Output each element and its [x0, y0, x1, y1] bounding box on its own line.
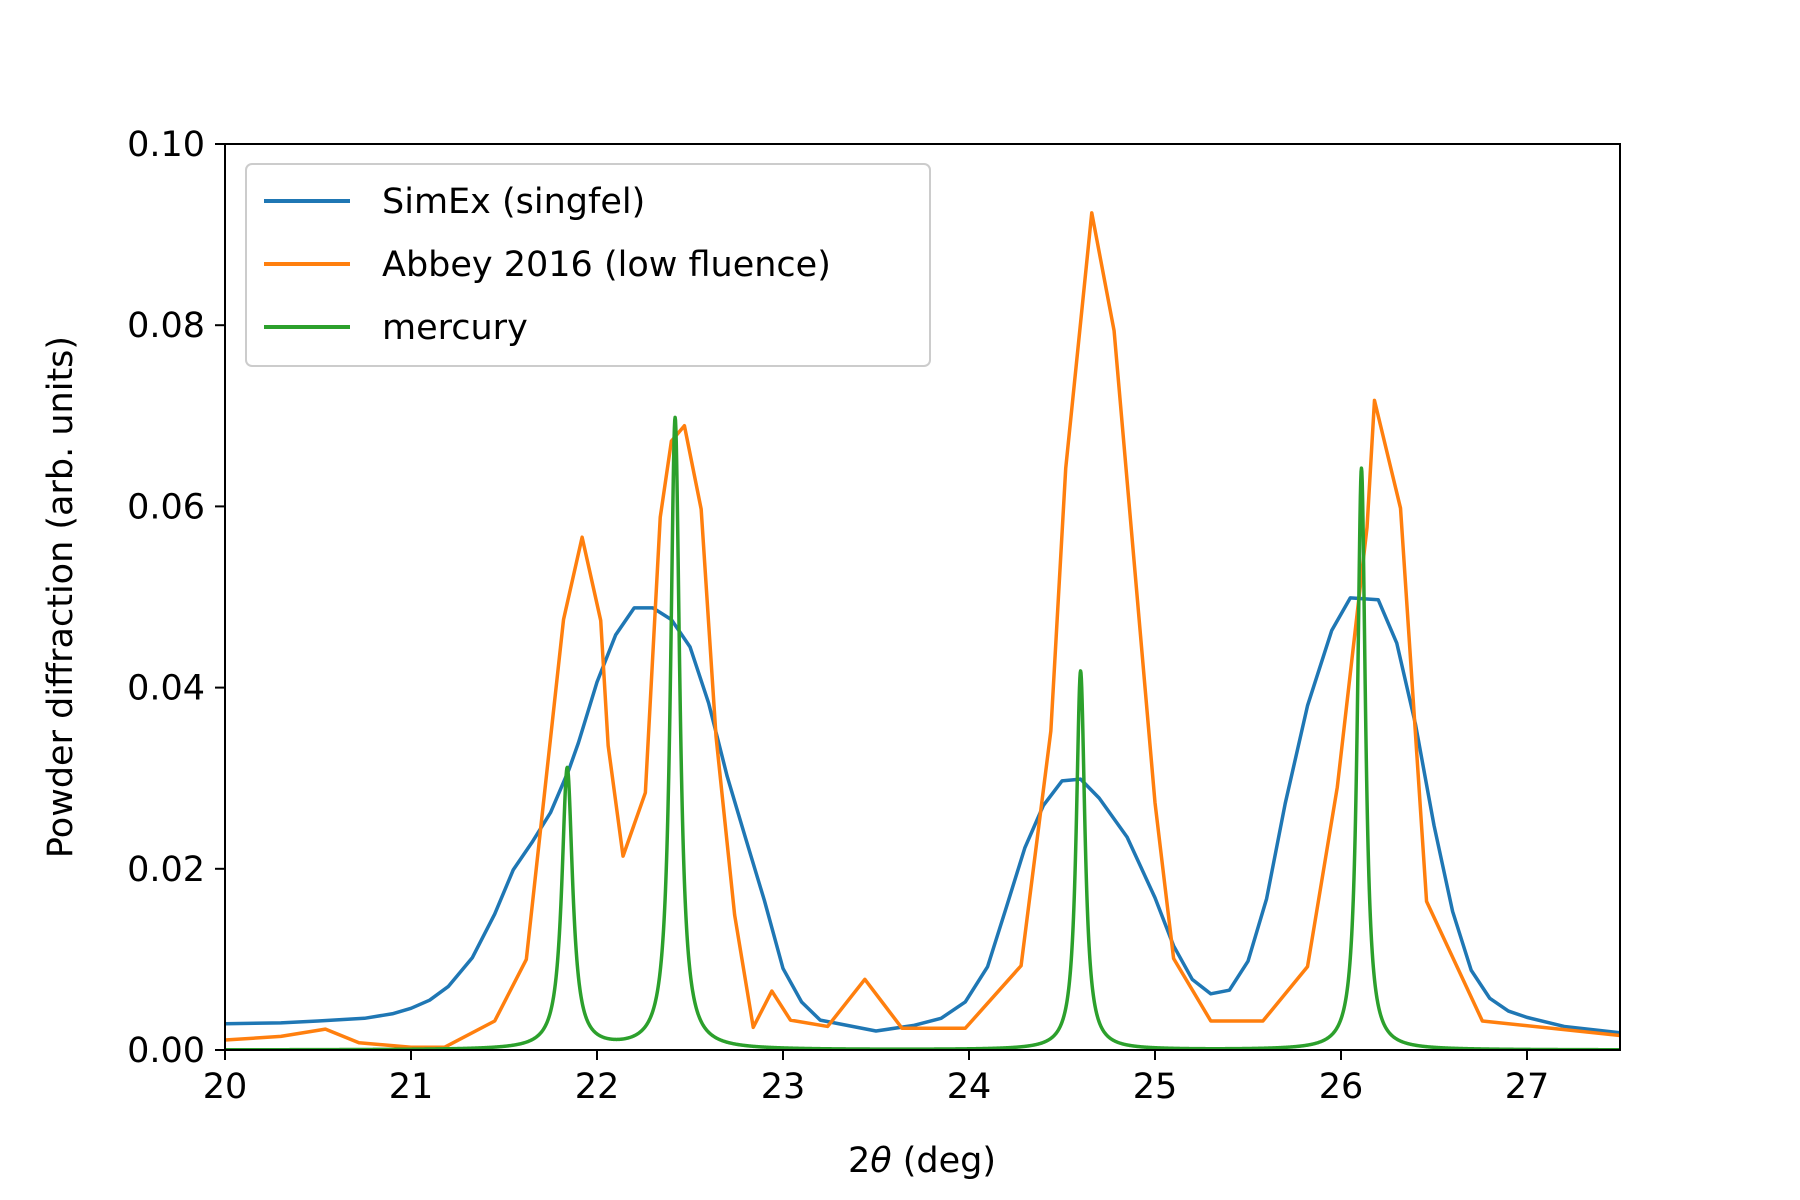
x-tick-label: 21 — [389, 1067, 434, 1107]
series-line-1 — [225, 211, 1620, 1050]
y-tick-label: 0.02 — [127, 850, 205, 890]
x-tick-label: 25 — [1133, 1067, 1178, 1107]
x-tick-label: 26 — [1319, 1067, 1364, 1107]
x-axis-label: 2θ (deg) — [848, 1141, 996, 1181]
y-axis-ticks: 0.00 0.02 0.04 0.06 0.08 0.10 — [127, 125, 225, 1071]
legend-label-2: mercury — [382, 308, 528, 348]
y-tick-label: 0.06 — [127, 487, 205, 527]
y-tick-label: 0.10 — [127, 125, 205, 165]
series-line-0 — [225, 596, 1620, 1035]
legend: SimEx (singfel) Abbey 2016 (low fluence) m… — [245, 163, 931, 367]
x-axis-ticks: 20 21 22 23 24 25 26 27 — [203, 1050, 1550, 1107]
x-tick-label: 20 — [203, 1067, 248, 1107]
x-tick-label: 22 — [575, 1067, 620, 1107]
legend-label-1: Abbey 2016 (low fluence) — [382, 245, 831, 285]
x-tick-label: 27 — [1505, 1067, 1550, 1107]
x-tick-label: 24 — [947, 1067, 992, 1107]
x-tick-label: 23 — [761, 1067, 806, 1107]
y-axis-label: Powder diffraction (arb. units) — [41, 336, 81, 858]
y-tick-label: 0.04 — [127, 669, 205, 709]
legend-box — [245, 163, 931, 367]
plot-frame — [224, 143, 1621, 1051]
legend-label-0: SimEx (singfel) — [382, 182, 645, 222]
y-tick-label: 0.08 — [127, 306, 205, 346]
y-tick-label: 0.00 — [127, 1031, 205, 1071]
